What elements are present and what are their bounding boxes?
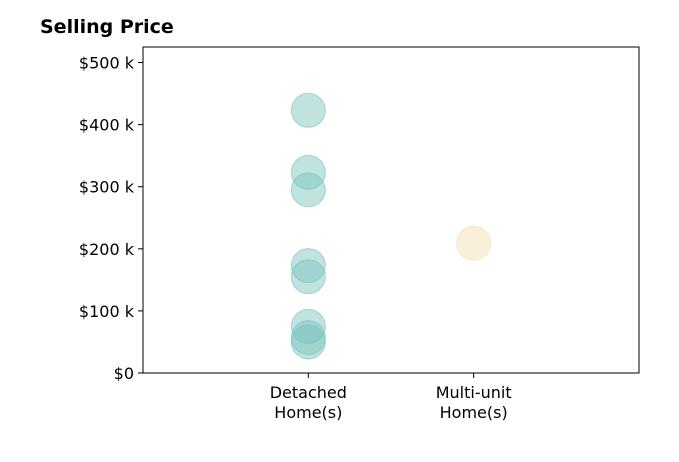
y-tick-label: $400 k — [79, 116, 135, 135]
y-tick-label: $0 — [114, 364, 134, 383]
data-point — [456, 225, 492, 261]
data-point — [290, 324, 326, 360]
data-point — [290, 248, 326, 284]
data-point — [290, 172, 326, 208]
data-point — [290, 308, 326, 344]
plot-area-frame — [142, 46, 640, 374]
y-tick-label: $200 k — [79, 240, 135, 259]
y-tick-label: $100 k — [79, 302, 135, 321]
y-axis: $0 $100 k $200 k $300 k $400 k $500 k — [79, 54, 143, 383]
x-tick-label: Multi-unit Home(s) — [436, 383, 512, 422]
data-points — [290, 92, 492, 360]
data-point — [290, 320, 326, 356]
y-tick-label: $500 k — [79, 54, 135, 73]
x-tick-label: Detached Home(s) — [270, 383, 347, 422]
x-axis: Detached Home(s) Multi-unit Home(s) — [270, 373, 512, 422]
data-point — [290, 259, 326, 295]
chart-title: Selling Price — [40, 16, 174, 38]
data-point — [290, 92, 326, 128]
y-tick-label: $300 k — [79, 178, 135, 197]
